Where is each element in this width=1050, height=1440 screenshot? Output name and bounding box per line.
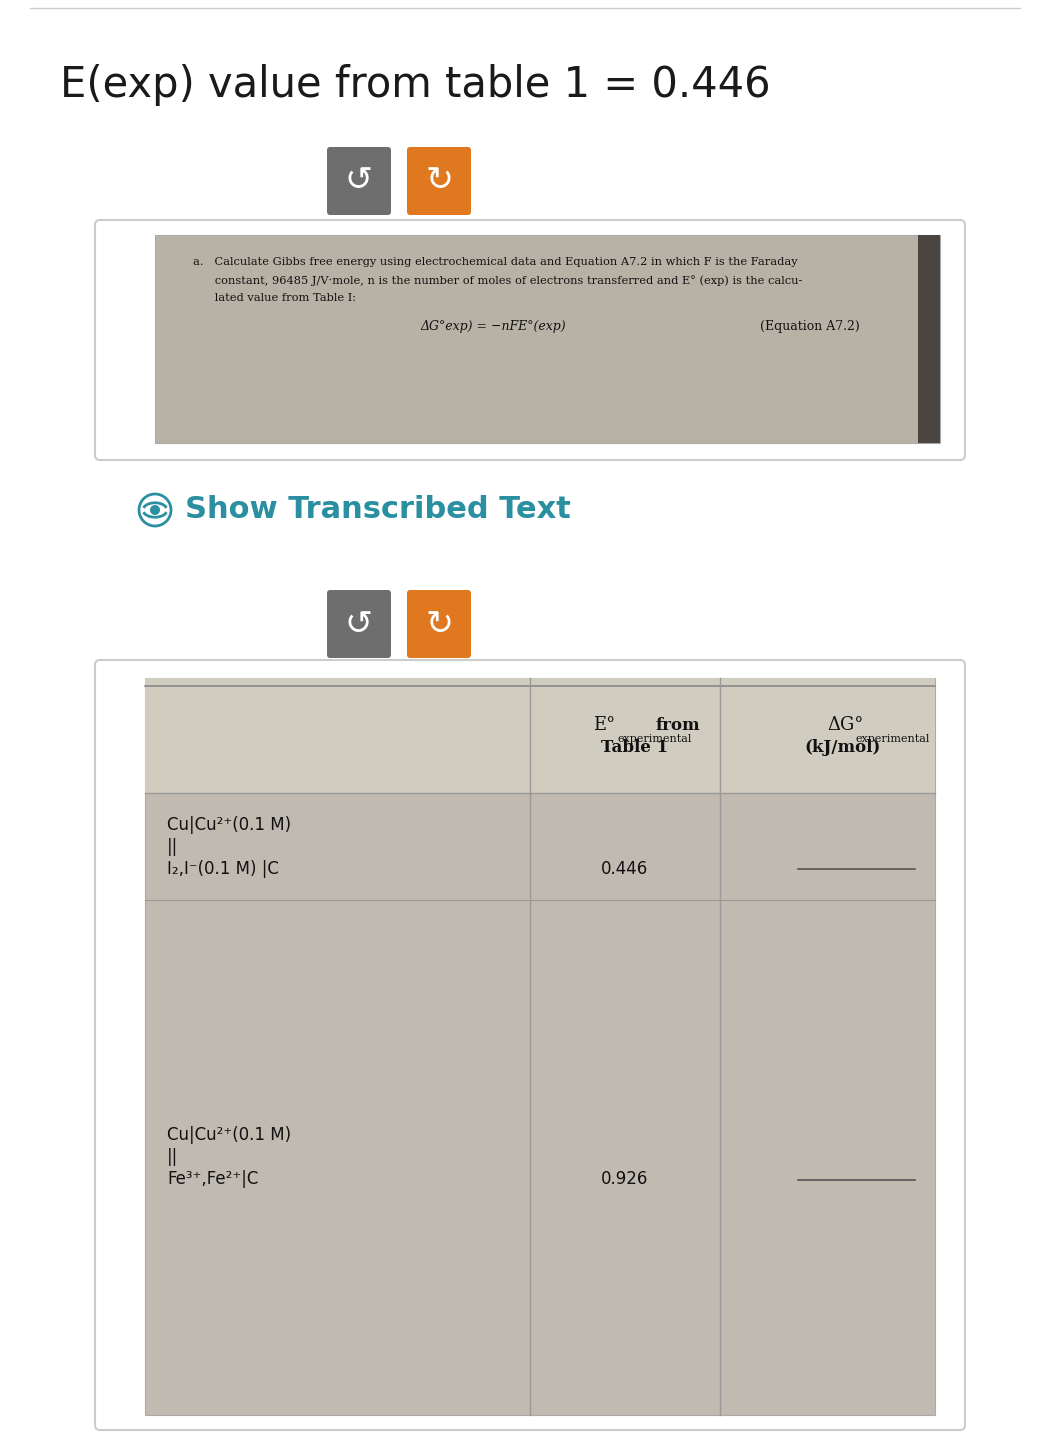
Text: Show Transcribed Text: Show Transcribed Text — [185, 495, 571, 524]
Bar — [155, 235, 940, 444]
Text: E°: E° — [593, 717, 615, 734]
Text: ↺: ↺ — [345, 608, 373, 641]
FancyBboxPatch shape — [327, 590, 391, 658]
FancyBboxPatch shape — [407, 590, 471, 658]
Text: 0.446: 0.446 — [602, 860, 649, 877]
FancyBboxPatch shape — [94, 660, 965, 1430]
FancyBboxPatch shape — [94, 220, 965, 459]
Text: from: from — [655, 717, 699, 734]
Text: lated value from Table I:: lated value from Table I: — [193, 292, 356, 302]
Text: ↻: ↻ — [425, 608, 453, 641]
Text: (Equation A7.2): (Equation A7.2) — [760, 320, 860, 333]
Text: (kJ/mol): (kJ/mol) — [804, 739, 881, 756]
Text: ΔG°: ΔG° — [827, 717, 864, 734]
Text: constant, 96485 J/V·mole, n is the number of moles of electrons transferred and : constant, 96485 J/V·mole, n is the numbe… — [193, 275, 802, 287]
Text: ΔG°exp) = −nFE°(exp): ΔG°exp) = −nFE°(exp) — [420, 320, 566, 333]
Text: ||: || — [167, 1149, 178, 1166]
Text: 0.926: 0.926 — [602, 1171, 649, 1188]
Bar — [145, 678, 934, 793]
Text: ||: || — [167, 838, 178, 855]
Text: Fe³⁺,Fe²⁺|C: Fe³⁺,Fe²⁺|C — [167, 1171, 258, 1188]
Bar — [145, 678, 934, 1416]
Circle shape — [150, 505, 160, 516]
Text: I₂,I⁻(0.1 M) |C: I₂,I⁻(0.1 M) |C — [167, 860, 279, 877]
Text: E(exp) value from table 1 = 0.446: E(exp) value from table 1 = 0.446 — [60, 63, 771, 107]
Bar — [918, 235, 940, 444]
Text: ↻: ↻ — [425, 164, 453, 197]
Text: Cu|Cu²⁺(0.1 M): Cu|Cu²⁺(0.1 M) — [167, 1126, 291, 1145]
Text: experimental: experimental — [856, 733, 930, 743]
Text: ↺: ↺ — [345, 164, 373, 197]
FancyBboxPatch shape — [327, 147, 391, 215]
Text: Cu|Cu²⁺(0.1 M): Cu|Cu²⁺(0.1 M) — [167, 815, 291, 834]
Text: a.   Calculate Gibbs free energy using electrochemical data and Equation A7.2 in: a. Calculate Gibbs free energy using ele… — [193, 256, 798, 266]
Text: experimental: experimental — [617, 733, 691, 743]
FancyBboxPatch shape — [407, 147, 471, 215]
Text: Table 1: Table 1 — [602, 739, 669, 756]
